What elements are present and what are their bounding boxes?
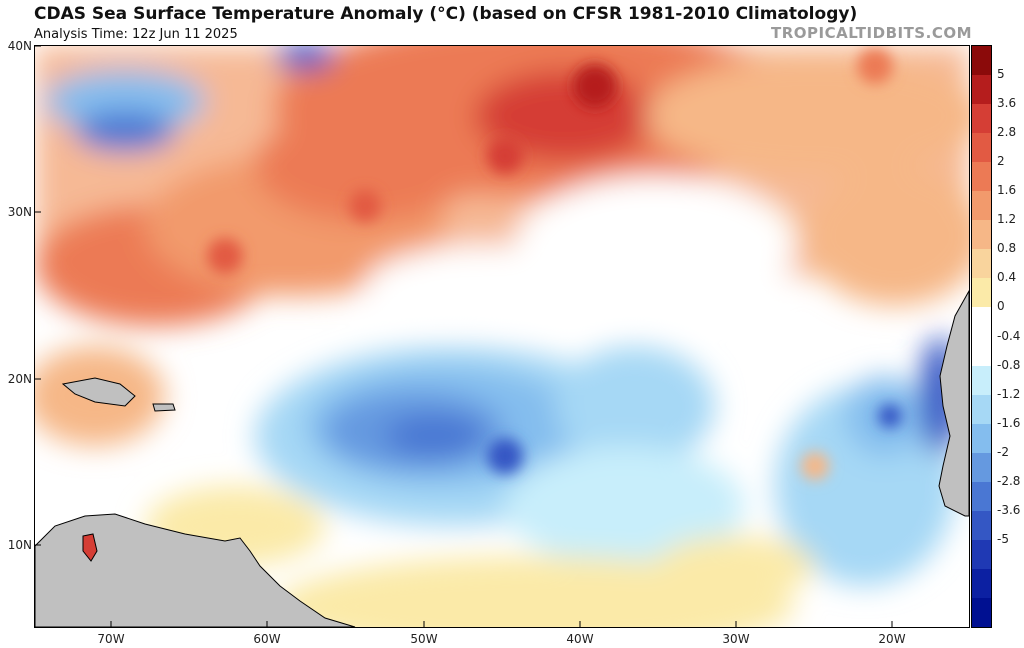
land-masses — [35, 289, 969, 627]
colorbar-swatch — [972, 597, 991, 628]
lake-maracaibo — [82, 533, 98, 562]
lat-label-40n: 40N — [7, 39, 32, 53]
lon-label-40w: 40W — [566, 632, 594, 646]
colorbar-swatch — [972, 162, 991, 192]
colorbar-label: 5 — [997, 67, 1005, 82]
colorbar-label: -0.4 — [997, 328, 1021, 343]
map-title: CDAS Sea Surface Temperature Anomaly (°C… — [34, 4, 858, 24]
lat-label-10n: 10N — [7, 538, 32, 552]
colorbar-label: 2.8 — [997, 125, 1017, 140]
colorbar-swatch — [972, 249, 991, 279]
colorbar-label: -0.8 — [997, 357, 1021, 372]
colorbar-label: 0.4 — [997, 270, 1017, 285]
colorbar-swatch — [972, 336, 991, 367]
colorbar-label: 3.6 — [997, 96, 1017, 111]
colorbar-label: -1.2 — [997, 386, 1021, 401]
colorbar-swatch — [972, 423, 991, 454]
colorbar-swatch — [972, 104, 991, 134]
site-credit: TROPICALTIDBITS.COM — [771, 24, 972, 42]
colorbar-label: 1.2 — [997, 212, 1017, 227]
colorbar-label: -5 — [997, 531, 1009, 546]
lat-label-30n: 30N — [7, 205, 32, 219]
map-ticks — [35, 46, 893, 627]
colorbar-swatch — [972, 46, 991, 76]
colorbar-label: 0 — [997, 299, 1005, 314]
colorbar-swatch — [972, 568, 991, 599]
anomaly-field — [35, 46, 969, 627]
sst-anomaly-map — [34, 45, 970, 628]
colorbar-label: -3.6 — [997, 502, 1021, 517]
colorbar-swatch — [972, 75, 991, 105]
colorbar-label: 2 — [997, 154, 1005, 169]
lon-label-30w: 30W — [722, 632, 750, 646]
lon-label-50w: 50W — [410, 632, 438, 646]
lat-label-20n: 20N — [7, 372, 32, 386]
colorbar-swatch — [972, 220, 991, 250]
colorbar-swatch — [972, 191, 991, 221]
colorbar-swatch — [972, 278, 991, 308]
colorbar-swatch — [972, 307, 991, 337]
colorbar-swatch — [972, 510, 991, 541]
lon-label-70w: 70W — [97, 632, 125, 646]
colorbar — [971, 45, 992, 628]
colorbar-label: 1.6 — [997, 183, 1017, 198]
colorbar-swatch — [972, 539, 991, 570]
colorbar-label: -1.6 — [997, 415, 1021, 430]
colorbar-swatch — [972, 365, 991, 396]
colorbar-swatch — [972, 394, 991, 425]
lon-label-20w: 20W — [878, 632, 906, 646]
colorbar-label: -2 — [997, 444, 1009, 459]
colorbar-swatch — [972, 452, 991, 483]
colorbar-swatch — [972, 133, 991, 163]
colorbar-label: -2.8 — [997, 473, 1021, 488]
lon-label-60w: 60W — [253, 632, 281, 646]
analysis-time: Analysis Time: 12z Jun 11 2025 — [34, 27, 238, 42]
anomaly-detail — [207, 48, 902, 480]
colorbar-swatch — [972, 481, 991, 512]
colorbar-label: 0.8 — [997, 241, 1017, 256]
